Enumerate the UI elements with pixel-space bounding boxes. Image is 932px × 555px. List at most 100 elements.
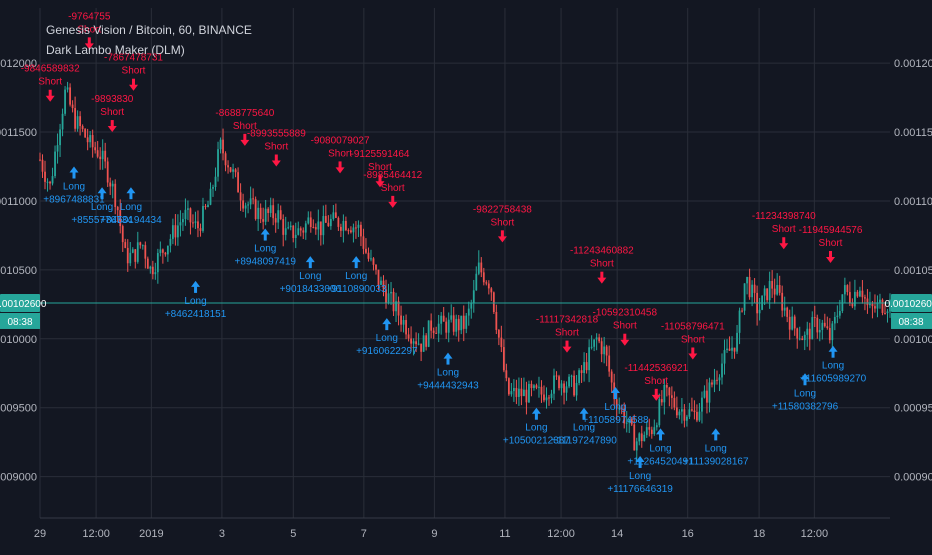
candle-body: [159, 249, 162, 254]
candle-body: [247, 204, 250, 206]
long-arrow-icon: [635, 455, 645, 462]
candles: [39, 81, 891, 463]
candle-body: [538, 386, 540, 388]
candle-body: [711, 382, 713, 385]
candle-body: [620, 407, 623, 409]
short-arrow-stem: [565, 340, 569, 348]
candle-body: [51, 176, 54, 184]
candle-body: [334, 212, 337, 218]
candle-body: [691, 409, 693, 411]
short-arrow-icon: [651, 394, 661, 401]
candle-body: [244, 205, 247, 209]
candle-body: [605, 346, 608, 356]
candle-body: [317, 221, 320, 230]
candle-body: [432, 330, 435, 333]
time-tick-label: 12:00: [547, 528, 575, 540]
long-arrow-stem: [613, 392, 617, 400]
candle-body: [166, 245, 169, 255]
short-arrow-stem: [782, 237, 786, 245]
candle-body: [698, 411, 701, 421]
candle-body: [520, 388, 523, 397]
left-price-badge: [0, 293, 40, 312]
candle-body: [678, 411, 681, 416]
candle-body: [708, 382, 711, 403]
candle-body: [269, 205, 272, 213]
candle-body: [763, 288, 766, 296]
candle-body: [783, 307, 786, 311]
long-label: Long: [525, 423, 547, 434]
candle-body: [224, 153, 227, 166]
symbol-title[interactable]: Genesis Vision / Bitcoin, 60, BINANCE: [46, 23, 252, 37]
candle-body: [721, 363, 723, 378]
candle-body: [382, 280, 385, 290]
candle-body: [264, 208, 267, 222]
candle-body: [229, 167, 232, 172]
candle-body: [154, 272, 157, 275]
short-arrow-stem: [132, 78, 135, 86]
candle-body: [272, 205, 275, 219]
short-arrow-stem: [623, 333, 627, 341]
candle-body: [869, 303, 871, 306]
candle-body: [831, 323, 834, 341]
short-arrow-stem: [338, 161, 342, 169]
candle-body: [212, 187, 214, 189]
short-label: Short: [681, 334, 705, 345]
short-value-label: -8993555889: [247, 129, 306, 140]
short-arrow-icon: [497, 236, 507, 243]
candle-body: [74, 108, 77, 129]
candle-body: [387, 293, 390, 304]
candle-body: [279, 210, 282, 220]
candle-body: [282, 219, 285, 235]
candle-body: [455, 318, 458, 332]
candle-body: [134, 249, 137, 262]
short-arrow-icon: [562, 346, 572, 353]
candle-body: [618, 407, 621, 409]
candle-body: [169, 238, 172, 246]
candle-body: [385, 289, 387, 304]
candle-body: [492, 292, 495, 312]
candle-body: [182, 219, 184, 223]
time-axis[interactable]: 29 12:00 2019 3 5 7 9 11 12:00 14 16 18 12:00: [34, 517, 890, 540]
candle-body: [598, 337, 601, 342]
short-arrow-stem: [500, 230, 504, 238]
candle-body: [743, 283, 746, 311]
candle-body: [512, 387, 515, 392]
candle-body: [548, 397, 550, 399]
candle-body: [126, 247, 129, 264]
candle-body: [367, 252, 370, 259]
long-arrow-stem: [100, 192, 104, 200]
candle-body: [430, 320, 433, 331]
candle-body: [821, 322, 824, 330]
long-label: Long: [573, 423, 595, 434]
candle-body: [139, 242, 142, 246]
candle-body: [99, 156, 102, 160]
indicator-title[interactable]: Dark Lambo Maker (DLM): [46, 43, 185, 57]
short-arrow-stem: [48, 89, 52, 97]
long-label: Long: [649, 443, 671, 454]
short-arrow-icon: [620, 339, 630, 346]
candle-body: [668, 387, 671, 396]
long-arrow-stem: [263, 233, 267, 241]
candle-body: [445, 321, 448, 333]
long-arrow-stem: [354, 261, 358, 269]
candle-body: [237, 172, 239, 193]
candle-body: [64, 89, 66, 114]
candle-body: [843, 285, 846, 295]
candle-body: [440, 315, 443, 324]
candle-body: [467, 308, 470, 316]
candle-body: [370, 258, 372, 260]
long-value-label: +8450194434: [100, 215, 162, 226]
candle-body: [798, 338, 801, 340]
candle-body: [477, 262, 480, 274]
candle-body: [573, 375, 575, 396]
candle-body: [249, 198, 252, 205]
candle-body: [866, 298, 869, 306]
candle-body: [407, 334, 410, 339]
candle-body: [568, 376, 570, 387]
long-arrow-stem: [129, 192, 133, 200]
candle-body: [204, 206, 207, 208]
